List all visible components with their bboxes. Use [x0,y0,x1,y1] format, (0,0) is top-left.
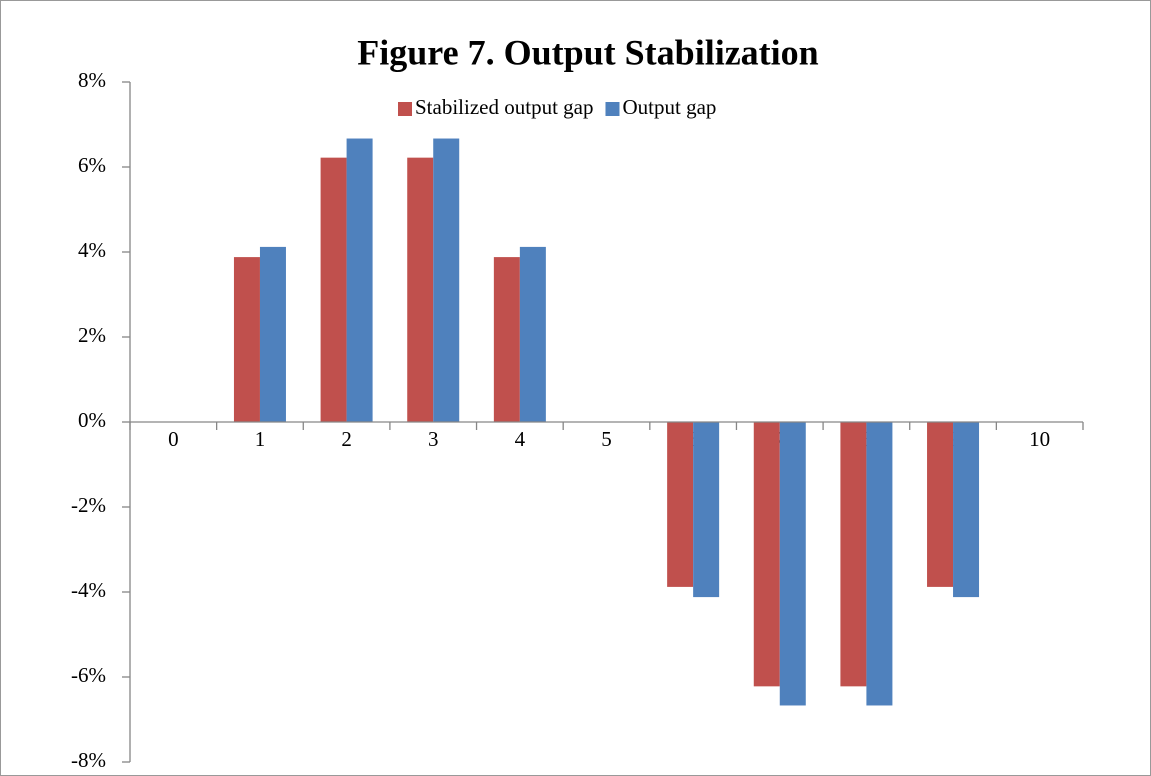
legend-swatch [605,102,620,116]
bar [493,257,520,422]
y-tick-label: 8% [78,68,106,92]
bar [693,422,720,598]
y-tick-label: -2% [71,493,106,517]
bar [840,422,867,687]
bar [667,422,694,587]
bar [407,157,434,422]
y-tick-label: 0% [78,408,106,432]
y-tick-label: 2% [78,323,106,347]
y-tick-label: 4% [78,238,106,262]
chart-title: Figure 7. Output Stabilization [357,32,818,72]
legend-label: Output gap [622,95,716,119]
x-tick-label: 0 [168,427,179,451]
y-tick-label: -8% [71,748,106,772]
bar [753,422,780,687]
x-tick-label: 5 [601,427,612,451]
y-tick-label: -4% [71,578,106,602]
bar [320,157,347,422]
y-tick-label: 6% [78,153,106,177]
bar [259,246,286,422]
bar [779,422,806,706]
x-tick-label: 4 [515,427,526,451]
bar [866,422,893,706]
bar [927,422,954,587]
bar [953,422,980,598]
legend-swatch [398,102,412,116]
x-tick-label: 3 [428,427,439,451]
y-tick-label: -6% [71,663,106,687]
x-tick-label: 10 [1029,427,1050,451]
bar [233,257,260,422]
legend-label: Stabilized output gap [415,95,593,119]
bar [519,246,546,422]
x-tick-label: 1 [255,427,266,451]
bar [346,138,373,422]
x-tick-label: 2 [341,427,352,451]
bar [433,138,460,422]
